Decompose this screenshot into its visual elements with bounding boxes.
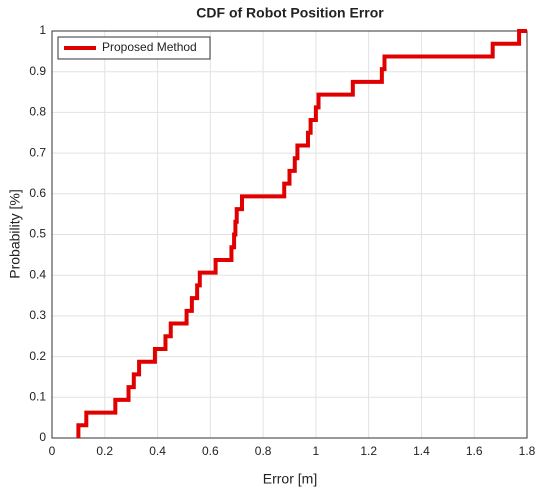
x-tick-label: 0.2 [96, 444, 113, 458]
y-tick-label: 0.9 [29, 64, 46, 78]
x-axis-label: Error [m] [263, 471, 317, 487]
y-tick-label: 0.1 [29, 389, 46, 403]
x-tick-label: 0.6 [202, 444, 219, 458]
x-tick-label: 1.2 [360, 444, 377, 458]
x-tick-label: 1 [313, 444, 320, 458]
y-tick-label: 0.3 [29, 308, 46, 322]
y-tick-label: 0 [39, 430, 46, 444]
y-tick-label: 0.4 [29, 267, 46, 281]
chart-title: CDF of Robot Position Error [196, 5, 384, 21]
y-tick-label: 0.7 [29, 145, 46, 159]
y-tick-label: 1 [39, 23, 46, 37]
x-tick-label: 0 [49, 444, 56, 458]
x-tick-label: 1.6 [466, 444, 483, 458]
legend-label: Proposed Method [102, 40, 197, 54]
y-tick-label: 0.5 [29, 227, 46, 241]
y-tick-label: 0.2 [29, 349, 46, 363]
plot-frame [51, 30, 528, 439]
y-tick-label: 0.6 [29, 186, 46, 200]
x-tick-label: 1.4 [413, 444, 430, 458]
y-axis-label: Probability [%] [7, 189, 23, 278]
x-tick-label: 0.4 [149, 444, 166, 458]
cdf-line [76, 29, 527, 438]
x-tick-label: 0.8 [255, 444, 272, 458]
legend-box [57, 36, 211, 60]
y-tick-label: 0.8 [29, 105, 46, 119]
x-tick-label: 1.8 [519, 444, 536, 458]
